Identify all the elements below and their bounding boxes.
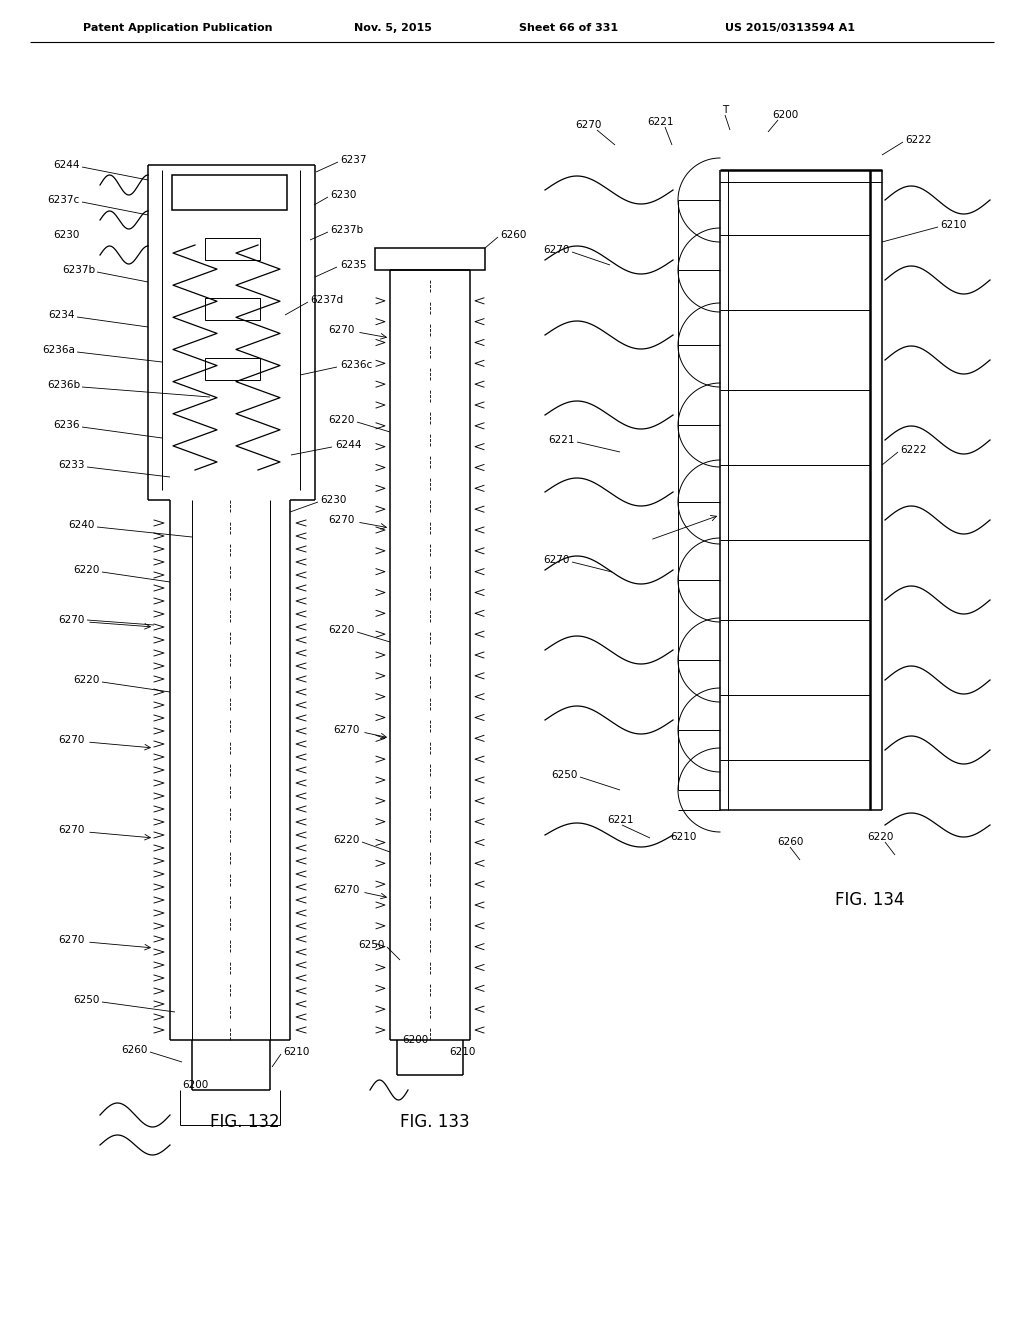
- Bar: [375, 248, 485, 271]
- Text: 6233: 6233: [58, 459, 85, 470]
- Bar: [205, 238, 260, 260]
- Text: 6200: 6200: [401, 1035, 428, 1045]
- Text: 6270: 6270: [329, 515, 355, 525]
- Text: 6220: 6220: [329, 624, 355, 635]
- Text: 6237b: 6237b: [61, 265, 95, 275]
- Text: 6260: 6260: [122, 1045, 148, 1055]
- Text: 6220: 6220: [334, 836, 360, 845]
- Text: 6237d: 6237d: [310, 294, 343, 305]
- Text: 6230: 6230: [330, 190, 356, 201]
- Text: 6230: 6230: [53, 230, 80, 240]
- Text: 6210: 6210: [940, 220, 967, 230]
- Text: 6237b: 6237b: [330, 224, 364, 235]
- Text: 6270: 6270: [58, 825, 85, 836]
- Text: 6200: 6200: [182, 1080, 208, 1090]
- Text: 6220: 6220: [329, 414, 355, 425]
- Text: T: T: [722, 106, 728, 115]
- Text: 6210: 6210: [283, 1047, 309, 1057]
- Text: FIG. 132: FIG. 132: [210, 1113, 280, 1131]
- Text: 6270: 6270: [544, 246, 570, 255]
- Text: 6237c: 6237c: [48, 195, 80, 205]
- Text: 6270: 6270: [329, 325, 355, 335]
- Text: US 2015/0313594 A1: US 2015/0313594 A1: [725, 22, 855, 33]
- Text: 6270: 6270: [334, 884, 360, 895]
- Text: 6221: 6221: [647, 117, 673, 127]
- Text: 6237: 6237: [340, 154, 367, 165]
- Text: Nov. 5, 2015: Nov. 5, 2015: [354, 22, 432, 33]
- Text: 6260: 6260: [777, 837, 803, 847]
- Text: 6270: 6270: [58, 935, 85, 945]
- Text: 6250: 6250: [552, 770, 578, 780]
- Text: 6250: 6250: [74, 995, 100, 1005]
- Text: 6220: 6220: [74, 675, 100, 685]
- Text: FIG. 134: FIG. 134: [836, 891, 905, 909]
- Text: 6236: 6236: [53, 420, 80, 430]
- Text: 6236b: 6236b: [47, 380, 80, 389]
- Bar: [205, 358, 260, 380]
- Text: 6200: 6200: [772, 110, 798, 120]
- Text: 6270: 6270: [58, 735, 85, 744]
- Text: 6210: 6210: [670, 832, 696, 842]
- Text: 6236c: 6236c: [340, 360, 373, 370]
- Text: 6230: 6230: [319, 495, 346, 506]
- Text: 6244: 6244: [335, 440, 361, 450]
- Text: 6222: 6222: [905, 135, 932, 145]
- Text: 6244: 6244: [53, 160, 80, 170]
- Text: 6235: 6235: [340, 260, 367, 271]
- Text: 6221: 6221: [549, 436, 575, 445]
- Text: 6222: 6222: [900, 445, 927, 455]
- Text: FIG. 133: FIG. 133: [400, 1113, 470, 1131]
- Text: 6221: 6221: [607, 814, 633, 825]
- Text: 6270: 6270: [334, 725, 360, 735]
- Text: Sheet 66 of 331: Sheet 66 of 331: [519, 22, 618, 33]
- Text: 6234: 6234: [48, 310, 75, 319]
- Text: 6260: 6260: [500, 230, 526, 240]
- Text: 6270: 6270: [544, 554, 570, 565]
- Text: 6210: 6210: [449, 1047, 475, 1057]
- Bar: [172, 176, 287, 210]
- Text: 6220: 6220: [866, 832, 893, 842]
- Text: 6236a: 6236a: [42, 345, 75, 355]
- Text: 6240: 6240: [69, 520, 95, 531]
- Text: 6270: 6270: [574, 120, 601, 129]
- Bar: [205, 298, 260, 319]
- Text: 6220: 6220: [74, 565, 100, 576]
- Text: 6270: 6270: [58, 615, 85, 624]
- Text: Patent Application Publication: Patent Application Publication: [83, 22, 272, 33]
- Text: 6250: 6250: [358, 940, 385, 950]
